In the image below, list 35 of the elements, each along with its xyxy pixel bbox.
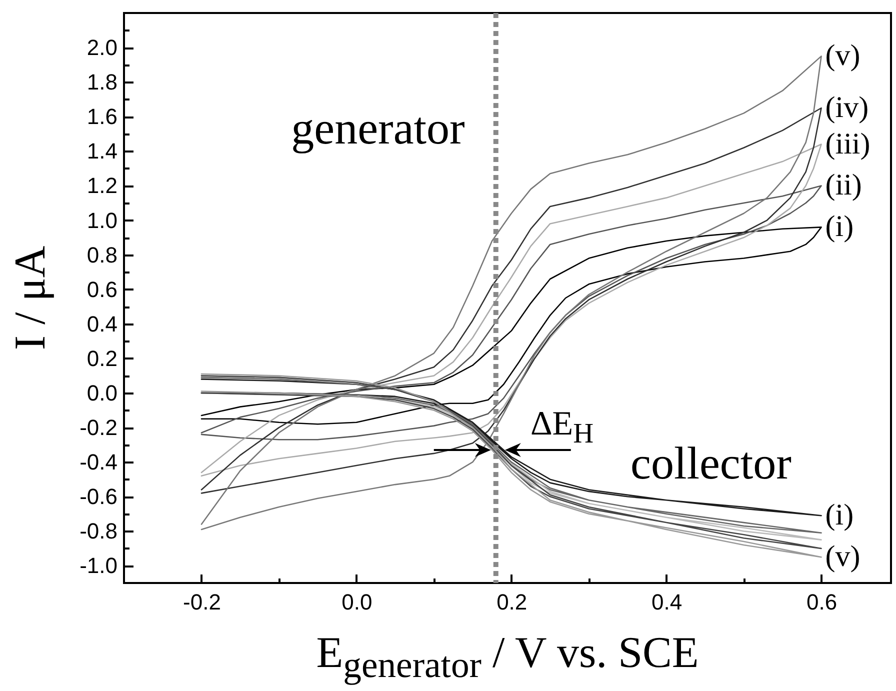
x-tick-label: 0.0 xyxy=(342,590,372,614)
y-tick-label: 2.0 xyxy=(86,35,118,60)
line-series xyxy=(200,185,822,440)
series-label: (v) xyxy=(825,540,860,574)
annotation: ΔE$_{H}$ xyxy=(530,406,594,450)
y-tick-label: -0.4 xyxy=(80,450,118,475)
y-tick-label: 1.8 xyxy=(86,70,118,95)
y-tick-label: 0.8 xyxy=(86,242,118,268)
y-tick-label: -0.8 xyxy=(80,518,118,544)
y-tick-label: 1.6 xyxy=(86,104,118,130)
annotation: generator xyxy=(291,102,465,154)
series-label: (iii) xyxy=(825,127,870,160)
y-tick-label: 0.2 xyxy=(86,346,118,371)
y-tick-label: -1.0 xyxy=(80,553,118,578)
x-tick-label: 0.2 xyxy=(496,590,528,614)
annotation: collector xyxy=(630,436,792,490)
y-tick-label: -0.6 xyxy=(80,484,118,510)
y-tick-label: 1.4 xyxy=(86,138,118,164)
series-label: (v) xyxy=(825,39,860,72)
y-tick-label: 1.0 xyxy=(86,208,118,233)
series-label: (i) xyxy=(825,210,854,244)
x-tick-label: 0.6 xyxy=(806,590,838,614)
line-series xyxy=(200,56,822,530)
x-axis-title: E$_{generator}$ / V vs. SCE xyxy=(316,627,699,686)
series-label: (ii) xyxy=(825,168,862,202)
y-tick-label: 0.0 xyxy=(86,380,118,406)
y-tick-label: 0.6 xyxy=(86,276,118,302)
y-tick-label: 0.4 xyxy=(86,311,118,336)
y-tick-label: 1.2 xyxy=(86,173,118,198)
series-label: (i) xyxy=(825,498,854,532)
y-tick-label: -0.2 xyxy=(80,415,118,440)
x-tick-label: -0.2 xyxy=(183,590,221,614)
y-axis-title: I / μA xyxy=(4,246,56,350)
x-tick-label: 0.4 xyxy=(652,590,682,614)
series-label: (iv) xyxy=(825,91,869,124)
